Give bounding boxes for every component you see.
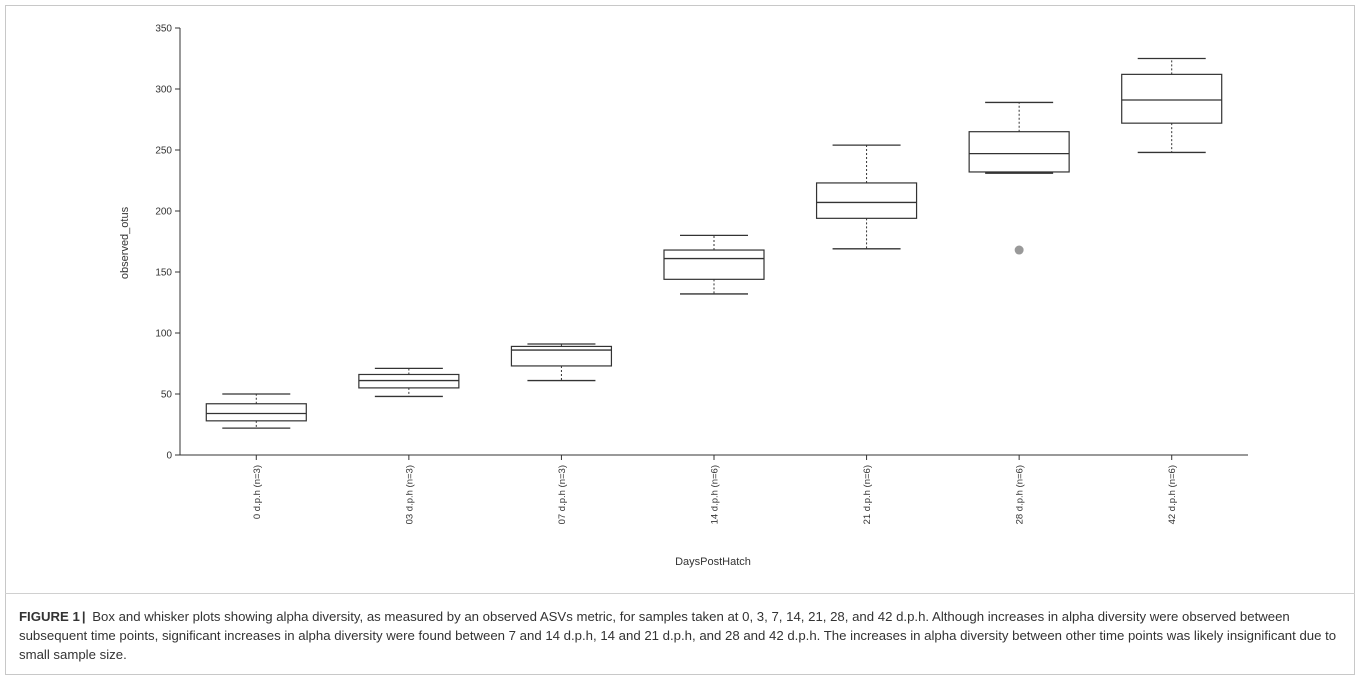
y-tick-label: 0	[166, 451, 172, 462]
box-plot-1	[358, 367, 460, 398]
box-plot-0	[205, 393, 307, 429]
x-tick-label: 07 d.p.h (n=3)	[557, 465, 568, 524]
y-tick-label: 350	[155, 24, 172, 35]
iqr-box	[205, 403, 307, 422]
caption-separator: |	[81, 609, 86, 624]
iqr-box	[510, 345, 613, 367]
x-tick-label: 21 d.p.h (n=6)	[862, 465, 873, 524]
box-plot-6	[1121, 57, 1223, 154]
caption-label: FIGURE 1	[19, 609, 80, 624]
y-axis: 0 50 100 150 200 250 300 350	[155, 24, 181, 462]
boxes-group	[205, 57, 1223, 429]
y-tick-label: 200	[155, 207, 172, 218]
y-tick-label: 300	[155, 85, 172, 96]
x-axis: 0 d.p.h (n=3) 03 d.p.h (n=3) 07 d.p.h (n=3…	[180, 454, 1248, 524]
iqr-box	[663, 249, 765, 280]
caption-divider	[5, 593, 1355, 594]
iqr-box	[815, 182, 918, 219]
y-tick-label: 100	[155, 329, 172, 340]
y-tick-label: 50	[161, 390, 173, 401]
x-tick-label: 03 d.p.h (n=3)	[404, 465, 415, 524]
iqr-box	[968, 131, 1070, 173]
box-plot-chart: 0 50 100 150 200 250 300 350 0 d.p.h (n=3) 03 d.…	[119, 24, 1248, 568]
x-tick-label: 42 d.p.h (n=6)	[1167, 465, 1178, 524]
box-plot-5	[968, 101, 1070, 255]
iqr-box	[1121, 73, 1223, 124]
figure-caption: FIGURE 1 | Box and whisker plots showing …	[19, 607, 1339, 664]
caption-text: Box and whisker plots showing alpha dive…	[19, 609, 1337, 662]
x-tick-label: 0 d.p.h (n=3)	[252, 465, 263, 519]
outlier-point	[1014, 245, 1024, 255]
y-tick-label: 150	[155, 268, 172, 279]
x-tick-label: 28 d.p.h (n=6)	[1015, 465, 1026, 524]
box-plot-2	[510, 343, 613, 382]
y-axis-label: observed_otus	[119, 206, 131, 279]
box-plot-3	[663, 234, 765, 295]
y-tick-label: 250	[155, 146, 172, 157]
x-axis-label: DaysPostHatch	[675, 556, 751, 568]
box-plot-4	[815, 144, 918, 250]
x-tick-label: 14 d.p.h (n=6)	[710, 465, 721, 524]
